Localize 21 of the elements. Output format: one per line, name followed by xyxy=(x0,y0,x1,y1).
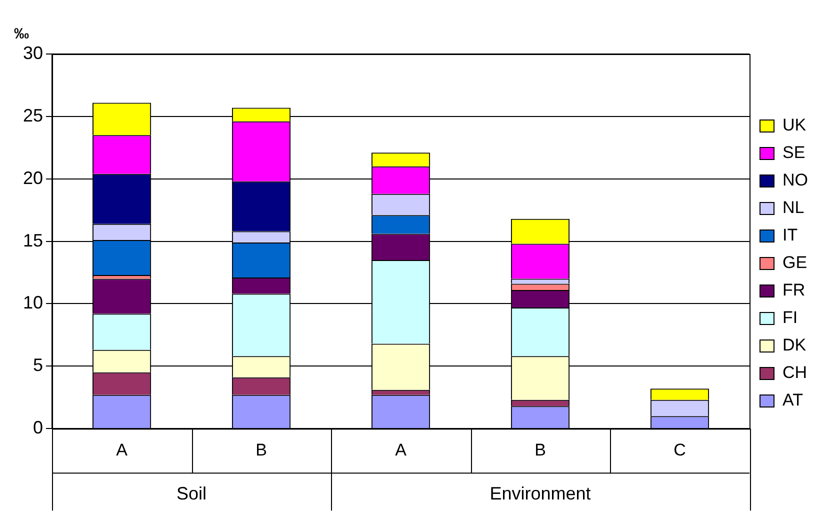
y-tick-label: 0 xyxy=(33,418,44,438)
text: Soil xyxy=(176,484,207,504)
y-tick-label: 25 xyxy=(22,105,44,126)
legend-label: IT xyxy=(782,226,798,245)
legend-label: CH xyxy=(782,363,808,382)
legend-label: GE xyxy=(782,253,808,272)
text: Environment xyxy=(490,484,591,504)
y-tick-label: 10 xyxy=(22,292,44,313)
legend-label: FR xyxy=(782,280,806,300)
legend-label: DK xyxy=(782,336,807,355)
legend-label: UK xyxy=(782,116,807,135)
legend-label: NO xyxy=(782,170,808,190)
legend-label: FI xyxy=(782,308,798,328)
legend-label: NL xyxy=(782,198,804,218)
y-tick-label: 15 xyxy=(22,230,44,250)
y-tick-label: 20 xyxy=(22,168,44,188)
y-tick-label: 5 xyxy=(33,355,44,376)
legend-label: AT xyxy=(782,390,803,410)
legend-label: SE xyxy=(782,143,806,162)
y-tick-label: 30 xyxy=(22,42,44,63)
y-axis-title: ‰ xyxy=(14,26,29,43)
